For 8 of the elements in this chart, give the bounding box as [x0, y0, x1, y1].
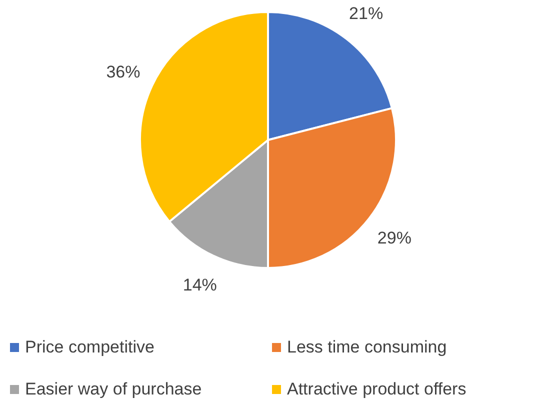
legend-label: Attractive product offers [287, 380, 466, 398]
legend-label: Easier way of purchase [25, 380, 202, 398]
data-label: 29% [377, 228, 412, 248]
data-label: 21% [349, 4, 384, 24]
data-label: 14% [182, 275, 217, 294]
legend-label: Less time consuming [287, 338, 447, 356]
legend-label: Price competitive [25, 338, 154, 356]
data-label: 36% [106, 62, 140, 82]
